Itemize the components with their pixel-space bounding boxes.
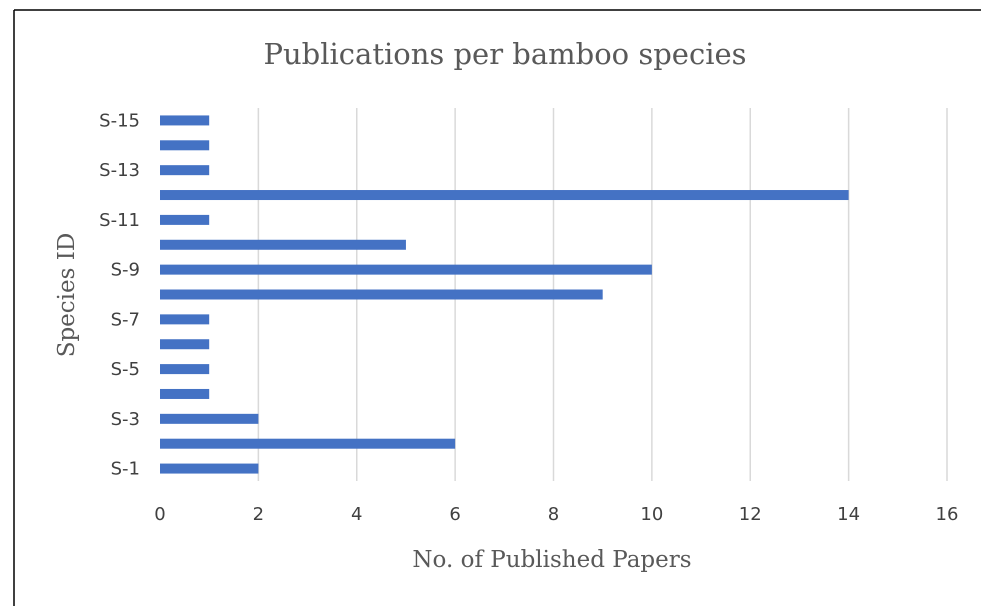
- y-tick-label: S-13: [99, 160, 140, 181]
- x-tick-label: 10: [640, 504, 663, 525]
- x-tick-label: 12: [739, 504, 762, 525]
- y-tick-label: S-7: [111, 309, 140, 330]
- bar-s-11: [160, 214, 210, 225]
- bar-s-1: [160, 463, 259, 474]
- bar-s-15: [160, 115, 210, 126]
- x-tick-label: 8: [548, 504, 559, 525]
- y-tick-label: S-15: [99, 110, 140, 131]
- bar-s-10: [160, 239, 406, 250]
- bar-s-7: [160, 314, 210, 325]
- x-tick-label: 0: [154, 504, 165, 525]
- y-tick-label: S-11: [99, 210, 140, 231]
- bar-s-3: [160, 413, 259, 424]
- bar-s-4: [160, 388, 210, 399]
- x-tick-label: 2: [253, 504, 264, 525]
- bar-s-5: [160, 364, 210, 375]
- y-tick-label: S-1: [111, 459, 140, 480]
- y-axis-title: Species ID: [54, 233, 80, 358]
- bars: [160, 115, 849, 474]
- bar-s-14: [160, 140, 210, 151]
- bar-s-6: [160, 339, 210, 350]
- x-tick-label: 16: [936, 504, 959, 525]
- bar-s-8: [160, 289, 603, 300]
- x-tick-label: 14: [837, 504, 860, 525]
- bar-s-12: [160, 190, 849, 201]
- x-tick-labels: 0 2 4 6 8 10 12 14 16: [154, 504, 958, 525]
- x-tick-label: 6: [449, 504, 460, 525]
- y-tick-label: S-5: [111, 359, 140, 380]
- y-tick-label: S-3: [111, 409, 140, 430]
- bar-s-9: [160, 264, 652, 275]
- chart-title: Publications per bamboo species: [263, 37, 746, 71]
- y-tick-label: S-9: [111, 260, 140, 281]
- x-tick-label: 4: [351, 504, 362, 525]
- bar-s-13: [160, 165, 210, 176]
- x-axis-title: No. of Published Papers: [412, 547, 691, 573]
- y-tick-labels: S-1 S-3 S-5 S-7 S-9 S-11 S-13 S-15: [99, 110, 140, 479]
- bar-s-2: [160, 438, 456, 449]
